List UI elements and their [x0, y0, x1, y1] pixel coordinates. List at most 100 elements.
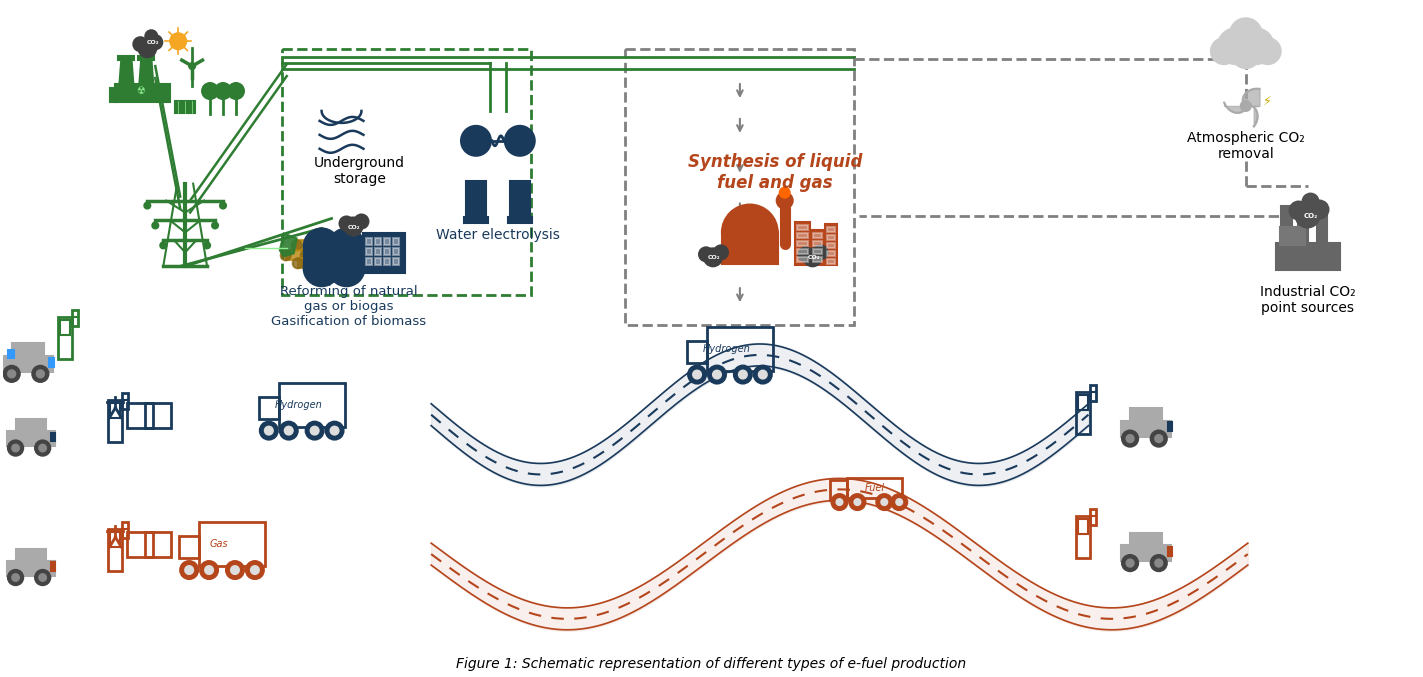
- Circle shape: [854, 499, 861, 505]
- Bar: [259, 397, 279, 418]
- Circle shape: [9, 370, 16, 378]
- Bar: [384, 248, 390, 255]
- Bar: [282, 49, 531, 295]
- Bar: [71, 310, 78, 326]
- Bar: [1298, 215, 1308, 265]
- Circle shape: [303, 250, 340, 286]
- Polygon shape: [280, 234, 297, 257]
- Circle shape: [228, 83, 243, 99]
- Bar: [138, 56, 154, 60]
- Bar: [797, 242, 808, 246]
- Bar: [9, 350, 14, 358]
- Bar: [279, 383, 344, 427]
- Circle shape: [1238, 28, 1274, 64]
- Circle shape: [36, 570, 50, 585]
- Bar: [830, 480, 848, 500]
- Bar: [465, 181, 485, 189]
- Circle shape: [152, 223, 158, 228]
- Circle shape: [148, 35, 162, 49]
- Circle shape: [754, 366, 771, 384]
- Circle shape: [202, 83, 218, 99]
- Text: Gas: Gas: [209, 539, 228, 549]
- Bar: [297, 240, 317, 250]
- Circle shape: [326, 422, 343, 439]
- Circle shape: [303, 228, 340, 264]
- Circle shape: [329, 228, 364, 264]
- Text: Synthesis of liquid
fuel and gas: Synthesis of liquid fuel and gas: [687, 153, 862, 192]
- Bar: [393, 259, 400, 265]
- Circle shape: [1229, 18, 1262, 50]
- Bar: [797, 249, 808, 255]
- Bar: [393, 238, 400, 245]
- Circle shape: [330, 427, 339, 435]
- Bar: [687, 341, 707, 363]
- Bar: [509, 209, 529, 217]
- Circle shape: [1218, 28, 1254, 64]
- Text: Water electrolysis: Water electrolysis: [435, 228, 559, 242]
- Circle shape: [1155, 559, 1163, 567]
- Bar: [465, 199, 485, 207]
- Circle shape: [1241, 101, 1251, 111]
- Bar: [1076, 392, 1090, 433]
- Circle shape: [280, 422, 297, 439]
- Bar: [51, 433, 55, 441]
- Bar: [376, 248, 381, 255]
- Bar: [827, 244, 835, 248]
- Bar: [393, 248, 400, 255]
- Circle shape: [4, 366, 20, 382]
- Circle shape: [721, 204, 778, 261]
- Circle shape: [1127, 559, 1134, 567]
- Circle shape: [13, 574, 18, 581]
- Bar: [376, 259, 381, 265]
- Bar: [797, 225, 808, 230]
- Bar: [721, 232, 778, 264]
- Bar: [465, 190, 485, 198]
- Bar: [329, 246, 364, 268]
- Bar: [1130, 533, 1163, 547]
- Bar: [465, 209, 485, 217]
- Circle shape: [231, 566, 239, 574]
- Bar: [797, 234, 808, 238]
- Circle shape: [33, 366, 48, 382]
- Circle shape: [134, 37, 148, 51]
- Bar: [813, 249, 821, 255]
- Bar: [1275, 244, 1340, 270]
- Circle shape: [285, 427, 293, 435]
- Circle shape: [189, 63, 195, 69]
- Bar: [384, 259, 390, 265]
- Bar: [384, 238, 390, 245]
- Circle shape: [161, 242, 166, 248]
- Circle shape: [344, 217, 363, 236]
- Circle shape: [1127, 435, 1134, 442]
- Circle shape: [837, 499, 842, 505]
- Bar: [811, 230, 824, 265]
- Bar: [50, 357, 54, 367]
- Bar: [111, 88, 118, 102]
- Circle shape: [709, 366, 726, 384]
- Bar: [286, 250, 306, 261]
- Text: CO₂: CO₂: [807, 255, 820, 260]
- Circle shape: [739, 370, 747, 378]
- Text: Underground
storage: Underground storage: [314, 156, 406, 185]
- Bar: [58, 317, 71, 359]
- Circle shape: [734, 366, 751, 384]
- Circle shape: [265, 427, 273, 435]
- Circle shape: [36, 441, 50, 456]
- Circle shape: [215, 83, 231, 99]
- Text: ⚡: ⚡: [1264, 95, 1272, 108]
- Circle shape: [37, 370, 44, 378]
- Circle shape: [329, 250, 364, 286]
- Circle shape: [758, 370, 767, 378]
- Circle shape: [814, 245, 828, 259]
- Circle shape: [310, 427, 319, 435]
- Circle shape: [693, 370, 702, 378]
- Bar: [827, 236, 835, 240]
- Circle shape: [877, 494, 892, 510]
- Circle shape: [246, 561, 263, 579]
- Text: Figure 1: Schematic representation of different types of e-fuel production: Figure 1: Schematic representation of di…: [455, 657, 966, 671]
- Bar: [464, 217, 488, 223]
- Circle shape: [212, 223, 218, 228]
- Bar: [366, 248, 373, 255]
- Bar: [376, 238, 381, 245]
- Bar: [128, 403, 154, 428]
